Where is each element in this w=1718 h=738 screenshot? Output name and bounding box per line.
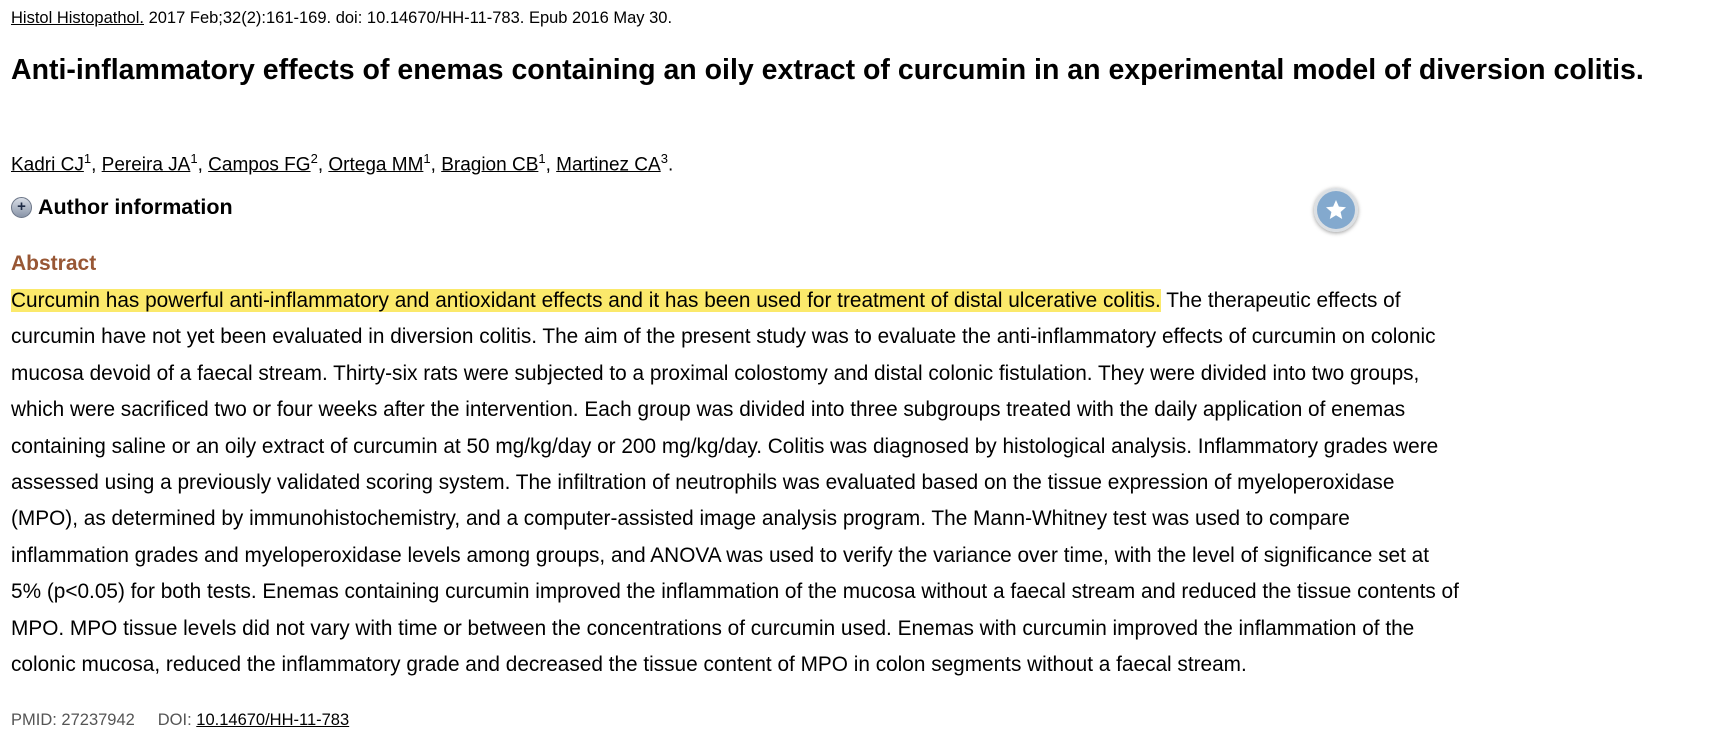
journal-link[interactable]: Histol Histopathol. [11,9,144,27]
plus-circle-icon[interactable]: + [11,197,32,218]
abstract-line: assessed using a previously validated sc… [11,471,1395,495]
affiliation-number[interactable]: 1 [83,151,92,166]
affiliation-number[interactable]: 1 [538,151,546,166]
footer-ids: PMID: 27237942 DOI: 10.14670/HH-11-783 [11,711,349,730]
affiliation-number[interactable]: 1 [423,151,431,166]
article-title: Anti-inflammatory effects of enemas cont… [11,54,1644,86]
author-link[interactable]: Kadri CJ [11,154,84,176]
abstract-heading: Abstract [11,252,97,275]
star-shape [1326,200,1346,219]
abstract-line: 5% (p<0.05) for both tests. Enemas conta… [11,580,1459,604]
pmid: PMID: 27237942 [11,711,135,729]
author-information-toggle[interactable]: + Author information [11,195,233,220]
affiliation-number[interactable]: 1 [190,151,198,166]
abstract-line: Curcumin has powerful anti-inflammatory … [11,283,1459,319]
author-link[interactable]: Martinez CA [556,154,661,176]
doi-link[interactable]: 10.14670/HH-11-783 [196,711,350,729]
author-link[interactable]: Campos FG [208,154,311,176]
abstract-line: inflammation grades and myeloperoxidase … [11,543,1430,567]
abstract-line: containing saline or an oily extract of … [11,434,1439,458]
author-list: Kadri CJ1, Pereira JA1, Campos FG2, Orte… [11,151,674,176]
doi-label: DOI: [157,711,197,729]
author-link[interactable]: Pereira JA [101,154,191,176]
abstract-line: MPO. MPO tissue levels did not vary with… [11,616,1415,640]
affiliation-number[interactable]: 3 [660,151,668,166]
highlighted-sentence: Curcumin has powerful anti-inflammatory … [11,289,1161,312]
abstract-line: which were sacrificed two or four weeks … [11,398,1406,422]
abstract-line: mucosa devoid of a faecal stream. Thirty… [11,361,1420,385]
abstract-text: Curcumin has powerful anti-inflammatory … [11,283,1459,683]
abstract-line: curcumin have not yet been evaluated in … [11,325,1436,349]
citation-details: 2017 Feb;32(2):161-169. doi: 10.14670/HH… [143,9,673,27]
author-link[interactable]: Bragion CB [441,154,539,176]
star-icon[interactable] [1314,188,1358,232]
abstract-line-text: The therapeutic effects of [1160,289,1401,312]
affiliation-number[interactable]: 2 [310,151,318,166]
abstract-line: colonic mucosa, reduced the inflammatory… [11,653,1247,677]
author-information-label: Author information [38,195,233,219]
citation: Histol Histopathol. 2017 Feb;32(2):161-1… [11,9,672,28]
abstract-line: (MPO), as determined by immunohistochemi… [11,507,1350,531]
author-link[interactable]: Ortega MM [328,154,424,176]
